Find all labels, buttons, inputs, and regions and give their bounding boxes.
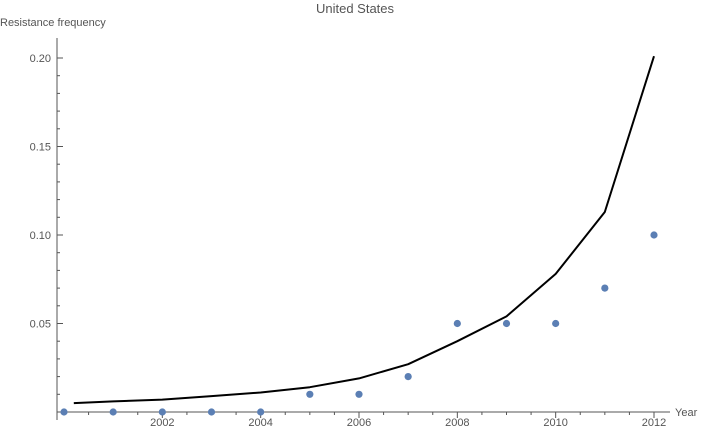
x-tick-label: 2002: [150, 417, 174, 429]
data-point: [502, 319, 511, 328]
data-point: [207, 408, 216, 416]
data-point: [601, 284, 609, 292]
data-point: [650, 231, 658, 239]
data-point: [404, 373, 412, 381]
x-tick-label: 2010: [543, 417, 567, 429]
y-tick-label: 0.20: [30, 53, 51, 65]
x-tick-label: 2006: [347, 417, 371, 429]
data-point: [306, 390, 314, 398]
model-fit-line: [73, 55, 655, 405]
data-point: [158, 408, 166, 416]
data-point: [552, 319, 560, 328]
data-points-layer: [60, 231, 658, 416]
model-line-layer: [73, 55, 655, 405]
data-point: [60, 408, 68, 416]
x-tick-label: 2008: [445, 417, 469, 429]
y-tick-label: 0.05: [30, 319, 51, 331]
x-tick-label: 2012: [642, 417, 666, 429]
y-tick-label: 0.15: [30, 142, 51, 154]
y-axis-label: Resistance frequency: [0, 17, 106, 29]
data-point: [355, 390, 363, 398]
chart-title: United States: [316, 1, 395, 16]
y-axis-ticks: 0.05 0.10 0.15 0.20: [30, 53, 63, 395]
x-axis-ticks: 2002 2004 2006 2008 2010 2012: [88, 412, 666, 429]
data-point: [109, 408, 117, 416]
y-tick-label: 0.10: [30, 230, 51, 242]
x-tick-label: 2004: [248, 417, 272, 429]
data-point: [257, 408, 265, 416]
data-point: [453, 319, 461, 328]
x-axis-label: Year: [675, 407, 698, 419]
